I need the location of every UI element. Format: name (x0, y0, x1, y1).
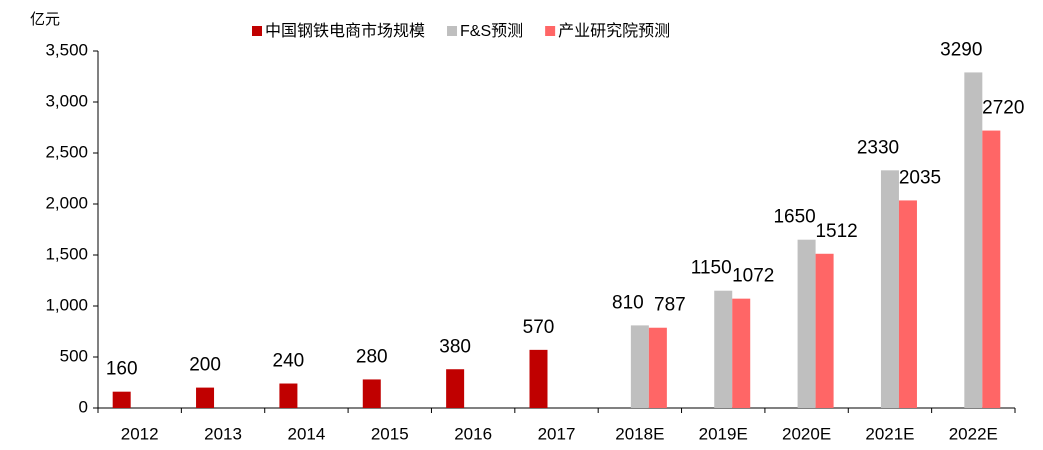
x-tick-label: 2019E (699, 424, 748, 443)
x-tick-label: 2012 (121, 424, 159, 443)
x-tick-label: 2015 (371, 424, 409, 443)
data-label: 2330 (857, 137, 899, 158)
x-tick-label: 2016 (454, 424, 492, 443)
y-tick-label: 3,000 (45, 91, 88, 110)
bar (964, 72, 983, 409)
data-label: 380 (439, 336, 471, 357)
data-label: 810 (612, 292, 644, 313)
bar (714, 290, 733, 408)
bar (648, 327, 667, 408)
data-label: 3290 (940, 39, 982, 60)
data-label: 240 (273, 351, 305, 372)
data-label: 1650 (773, 207, 815, 228)
x-tick-label: 2014 (287, 424, 325, 443)
data-label: 2035 (899, 167, 941, 188)
y-tick-label: 2,000 (45, 193, 88, 212)
bar (982, 130, 1001, 408)
bar (362, 379, 381, 408)
bar (279, 383, 298, 408)
y-tick-label: 3,500 (45, 40, 88, 59)
x-tick-label: 2018E (615, 424, 664, 443)
data-label: 1072 (732, 266, 774, 287)
y-tick-label: 0 (79, 397, 88, 416)
legend-swatch (447, 26, 458, 36)
legend-label: 产业研究院预测 (558, 22, 670, 40)
y-unit: 亿元 (30, 11, 60, 28)
bar (446, 369, 465, 408)
x-tick-label: 2021E (865, 424, 914, 443)
data-label: 570 (523, 317, 555, 338)
data-label: 2720 (982, 98, 1024, 119)
bar (529, 349, 548, 408)
bar (630, 325, 649, 408)
data-label: 1512 (815, 221, 857, 242)
data-label: 160 (106, 359, 138, 380)
legend-swatch (545, 26, 556, 36)
y-tick-label: 500 (60, 346, 88, 365)
y-tick-label: 2,500 (45, 142, 88, 161)
legend-label: 中国钢铁电商市场规模 (265, 22, 425, 40)
y-tick-label: 1,500 (45, 244, 88, 263)
data-label: 787 (654, 295, 686, 316)
legend: 中国钢铁电商市场规模 F&S预测 产业研究院预测 (252, 22, 670, 40)
bar (732, 298, 751, 408)
x-tick-label: 2022E (949, 424, 998, 443)
data-label: 280 (356, 346, 388, 367)
bar (815, 253, 834, 408)
x-tick-label: 2017 (538, 424, 576, 443)
legend-swatch (252, 26, 262, 36)
bar (880, 170, 899, 408)
bar (797, 239, 816, 408)
bar (196, 387, 215, 408)
bar (898, 200, 917, 408)
data-label: 200 (189, 355, 221, 376)
y-tick-label: 1,000 (45, 295, 88, 314)
bar (112, 391, 131, 408)
legend-label: F&S预测 (460, 22, 523, 40)
data-label: 1150 (691, 258, 732, 279)
x-tick-label: 2013 (204, 424, 242, 443)
x-tick-label: 2020E (782, 424, 831, 443)
